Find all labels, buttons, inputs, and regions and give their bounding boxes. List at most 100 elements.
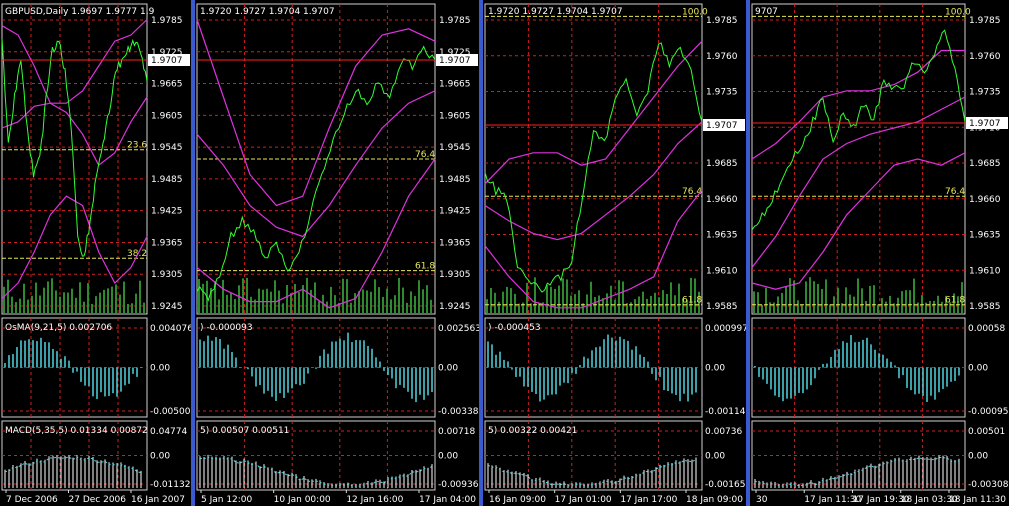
- macd-signal-line: [487, 459, 697, 487]
- price-axis-label: 1.9305: [151, 270, 183, 280]
- osma-indicator-label: OsMA(9,21,5) 0.002706: [5, 323, 112, 333]
- price-axis-label: 1.9545: [151, 143, 183, 153]
- price-axis-label: 1.9610: [969, 266, 1001, 276]
- fibonacci-level-label: 61.8: [945, 296, 965, 306]
- price-axis-label: 1.9485: [439, 175, 471, 185]
- price-axis-label: 1.9725: [439, 48, 471, 58]
- current-price-marker: [436, 54, 478, 66]
- macd-signal-line: [754, 456, 960, 487]
- fibonacci-level-label: 61.8: [415, 262, 435, 272]
- price-axis-label: 1.9365: [439, 238, 471, 248]
- price-axis-label: 1.9365: [151, 238, 183, 248]
- price-axis-label: 1.9425: [439, 207, 471, 217]
- band-upper: [1, 19, 148, 104]
- time-axis-label: 16 Jan 09:00: [489, 495, 546, 505]
- price-axis-label: 1.9665: [439, 80, 471, 90]
- price-axis-label: 1.9610: [706, 266, 738, 276]
- price-axis-label: 1.9685: [969, 159, 1001, 169]
- band-lower: [1, 195, 148, 299]
- macd-axis-label: -0.00936: [438, 480, 479, 490]
- chart-canvas[interactable]: 1.97851.97601.97351.97101.96851.96601.96…: [483, 0, 746, 506]
- time-axis-label: 18 Jan 09:00: [686, 495, 743, 505]
- chart-canvas[interactable]: 1.9785 1.9725 1.9665 1.9605 1.9545 1.9485 1.94…: [195, 0, 479, 506]
- price-axis-label: 1.9425: [151, 207, 183, 217]
- price-axis-label: 1.9605: [151, 111, 183, 121]
- window-separator[interactable]: [479, 0, 483, 506]
- osma-axis-label: 0.00: [438, 364, 458, 374]
- macd-signal-line: [4, 456, 142, 474]
- chart-window-2[interactable]: 1.9785 1.9725 1.9665 1.9605 1.9545 1.9485 1.94…: [195, 0, 479, 506]
- osma-axis-label: 0.00: [705, 364, 725, 374]
- macd-axis-label: 0.00: [150, 452, 170, 462]
- price-line: [484, 42, 703, 293]
- chart-window-3[interactable]: 1.97851.97601.97351.97101.96851.96601.96…: [483, 0, 746, 506]
- price-axis-label: 1.9725: [151, 48, 183, 58]
- macd-axis-label: 0.00: [968, 452, 988, 462]
- osma-axis-label: 0.00: [968, 364, 988, 374]
- time-axis-label: 17 Jan 17:00: [620, 495, 677, 505]
- time-axis-label: 5 Jan 12:00: [201, 495, 253, 505]
- macd-indicator-label: MACD(5,35,5) 0.01334 0.00872: [5, 426, 148, 436]
- band-lower: [196, 158, 436, 309]
- price-axis-label: 1.9685: [706, 159, 738, 169]
- price-axis-label: 1.9760: [969, 52, 1001, 62]
- osma-axis-label: -0.00500: [150, 407, 191, 417]
- osma-axis-label: -0.00095: [968, 407, 1008, 417]
- current-price-marker: [703, 119, 745, 131]
- band-lower: [484, 189, 703, 309]
- time-axis-label: 27 Dec 2006: [69, 495, 127, 505]
- osma-axis-label: 0.002563: [438, 324, 479, 334]
- price-axis-label: 1.9635: [706, 231, 738, 241]
- band-upper: [751, 49, 965, 160]
- time-axis-label: 18 Jan 11:30: [949, 495, 1006, 505]
- macd-axis-label: 0.00: [705, 452, 725, 462]
- window-separator[interactable]: [746, 0, 750, 506]
- symbol-ohlc-label: GBPUSD,Daily 1.9697 1.9777 1.9: [5, 7, 155, 17]
- price-axis-label: 1.9785: [706, 16, 738, 26]
- osma-axis-label: 0.00058: [968, 324, 1005, 334]
- price-axis-label: 1.9545: [439, 143, 471, 153]
- price-axis-label: 1.9760: [706, 52, 738, 62]
- time-axis-label: 17 Jan 11:30: [804, 495, 861, 505]
- window-separator[interactable]: [191, 0, 195, 506]
- time-axis-label: 10 Jan 00:00: [274, 495, 331, 505]
- band-upper: [484, 40, 703, 185]
- fibonacci-level-label: 100.0: [682, 7, 708, 17]
- main-plot-frame: [484, 3, 703, 315]
- time-axis-label: 7 Dec 2006: [6, 495, 58, 505]
- chart-window-1[interactable]: 1.9785 1.9725 1.9665 1.9605 1.9545 1.9485 1.94…: [0, 0, 191, 506]
- band-middle: [484, 121, 703, 241]
- macd-axis-label: 0.04774: [150, 427, 187, 437]
- fibonacci-level-label: 38.2: [127, 249, 147, 259]
- price-line: [1, 38, 148, 257]
- fibonacci-level-label: 76.4: [415, 150, 435, 160]
- time-axis-label: 17 Jan 19:30: [853, 495, 910, 505]
- price-axis-label: 1.9585: [706, 302, 738, 312]
- macd-indicator-label: 5) 0.00507 0.00511: [200, 426, 289, 436]
- time-axis-label: 17 Jan 01:00: [555, 495, 612, 505]
- osma-axis-label: -0.00338: [438, 407, 479, 417]
- osma-indicator-label: ) -0.000093: [200, 323, 253, 333]
- current-price-value: 1.9707: [151, 56, 183, 66]
- macd-signal-line: [199, 456, 433, 487]
- osma-axis-label: -0.00114: [705, 407, 746, 417]
- osma-indicator-label: ) -0.000453: [488, 323, 541, 333]
- price-axis-label: 1.9605: [439, 111, 471, 121]
- macd-axis-label: -0.00308: [968, 480, 1009, 490]
- band-middle: [196, 90, 436, 238]
- price-axis-label: 1.9485: [151, 175, 183, 185]
- chart-canvas[interactable]: 1.9785 1.9725 1.9665 1.9605 1.9545 1.9485 1.94…: [0, 0, 191, 506]
- chart-window-4[interactable]: 1.97851.97601.97351.97101.96851.96601.96…: [750, 0, 1009, 506]
- chart-canvas[interactable]: 1.97851.97601.97351.97101.96851.96601.96…: [750, 0, 1009, 506]
- time-axis-label: 30: [756, 495, 768, 505]
- time-axis-label: 12 Jan 16:00: [346, 495, 403, 505]
- price-axis-label: 1.9245: [439, 302, 471, 312]
- macd-axis-label: -0.00165: [705, 480, 745, 490]
- price-axis-label: 1.9660: [969, 195, 1001, 205]
- symbol-ohlc-label: 1.9720 1.9727 1.9704 1.9707: [200, 7, 335, 17]
- price-axis-label: 1.9735: [706, 88, 738, 98]
- fibonacci-level-label: 76.4: [945, 187, 965, 197]
- current-price-value: 1.9707: [439, 56, 471, 66]
- main-plot-frame: [1, 3, 148, 315]
- band-middle: [751, 96, 966, 268]
